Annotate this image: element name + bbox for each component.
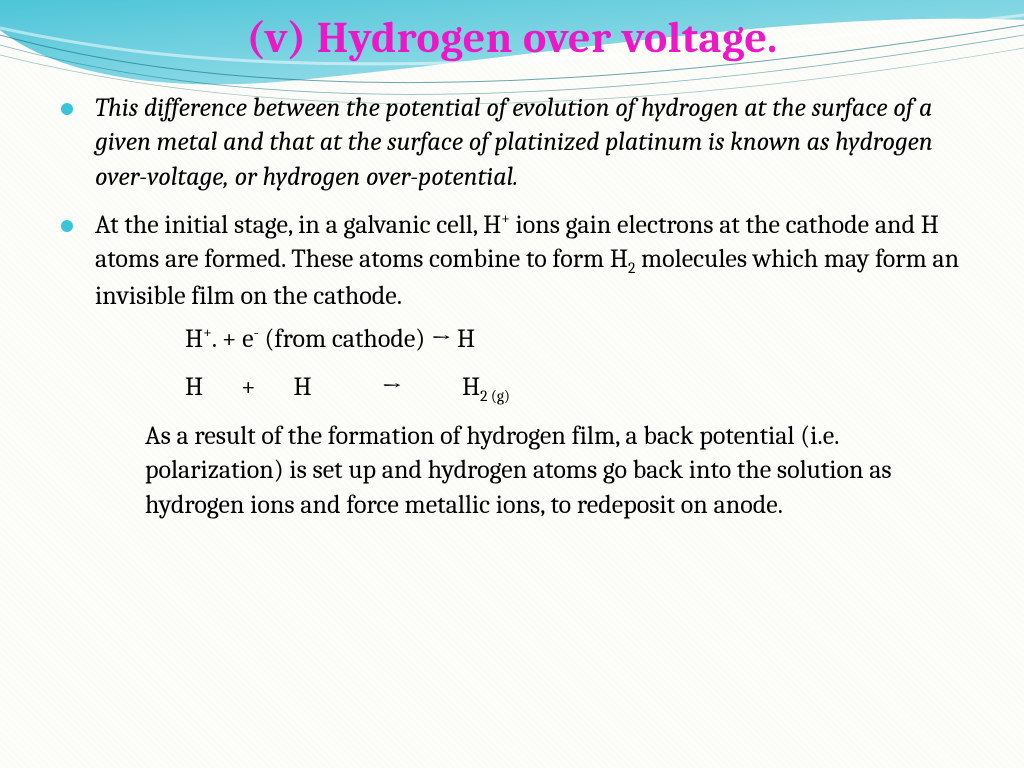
eq2-arrow: →: [382, 372, 402, 402]
eq2-a: H: [185, 372, 203, 402]
equation-1: H+. + e- (from cathode) → H: [185, 319, 969, 361]
eq2-plus: +: [241, 372, 255, 402]
b2-sup1: +: [501, 209, 510, 227]
bullet-2-text: At the initial stage, in a galvanic cell…: [95, 208, 969, 313]
eq1-b: (from cathode) → H: [259, 324, 475, 354]
eq1-a: H: [185, 324, 203, 354]
b2-seg1: At the initial stage, in a galvanic cell…: [95, 210, 501, 240]
eq2-prod: H: [462, 372, 480, 402]
bullet-1-text: This difference between the potential of…: [95, 91, 969, 194]
equation-2: H+H→H2 (g): [185, 367, 969, 409]
bullet-item-2: At the initial stage, in a galvanic cell…: [95, 208, 969, 522]
slide-title: (v) Hydrogen over voltage.: [55, 12, 969, 63]
eq2-b: H: [294, 372, 312, 402]
eq1-mid: . + e: [212, 324, 254, 354]
eq2-prodsub: 2 (g): [480, 387, 510, 405]
eq1-asup: +: [203, 324, 212, 342]
bullet-item-1: This difference between the potential of…: [95, 91, 969, 194]
bullet-list: This difference between the potential of…: [55, 91, 969, 522]
followup-paragraph: As a result of the formation of hydrogen…: [145, 419, 969, 522]
